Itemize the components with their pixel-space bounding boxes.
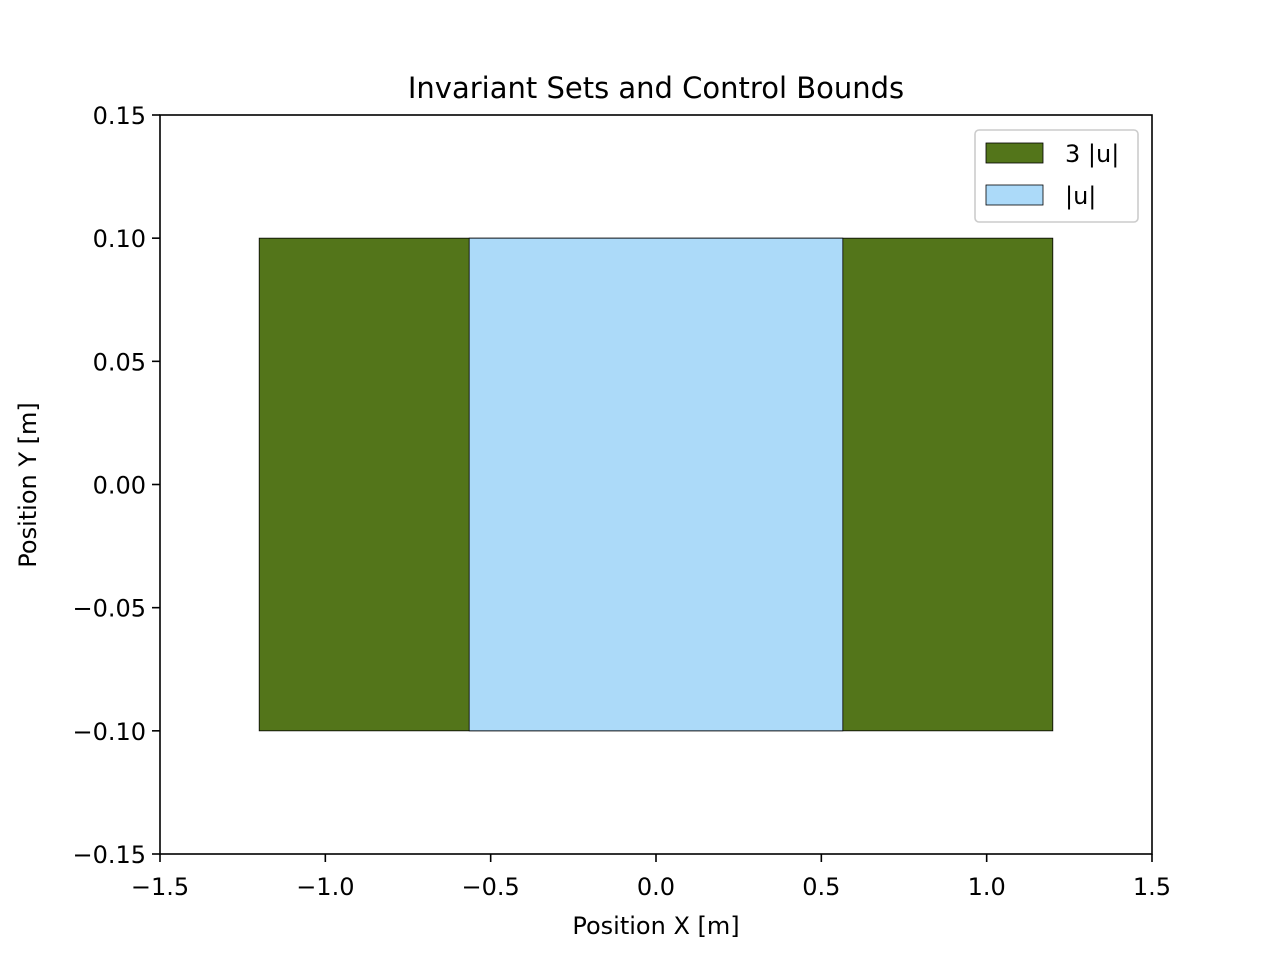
x-tick-label: 1.5 xyxy=(1133,873,1171,901)
y-tick-label: −0.10 xyxy=(72,718,146,746)
y-tick-label: −0.15 xyxy=(72,841,146,869)
legend-swatch xyxy=(985,184,1044,206)
x-tick-label: 0.5 xyxy=(802,873,840,901)
x-axis-label: Position X [m] xyxy=(572,912,739,940)
x-tick-label: −1.0 xyxy=(296,873,354,901)
y-tick-label: −0.05 xyxy=(72,595,146,623)
y-axis-label: Position Y [m] xyxy=(14,402,42,567)
legend: 3 |u| |u| xyxy=(974,129,1139,223)
x-tick-label: −0.5 xyxy=(462,873,520,901)
y-tick-label: 0.10 xyxy=(93,225,146,253)
region-inner-u xyxy=(468,237,844,732)
legend-swatch xyxy=(985,142,1044,164)
plot-frame xyxy=(159,114,1153,855)
x-tick-label: 1.0 xyxy=(968,873,1006,901)
x-tick-label: 0.0 xyxy=(637,873,675,901)
ticks-layer: −1.5 −1.0 −0.5 0.0 0.5 1.0 1.5 0.15 0.10 0.05 0.00… xyxy=(72,102,1171,901)
x-tick-label: −1.5 xyxy=(131,873,189,901)
legend-label: |u| xyxy=(1065,182,1096,210)
legend-label: 3 |u| xyxy=(1065,140,1119,168)
regions-layer xyxy=(258,237,1054,732)
y-tick-label: 0.05 xyxy=(93,348,146,376)
y-tick-label: 0.15 xyxy=(93,102,146,130)
y-tick-label: 0.00 xyxy=(93,472,146,500)
chart-title: Invariant Sets and Control Bounds xyxy=(408,71,904,105)
